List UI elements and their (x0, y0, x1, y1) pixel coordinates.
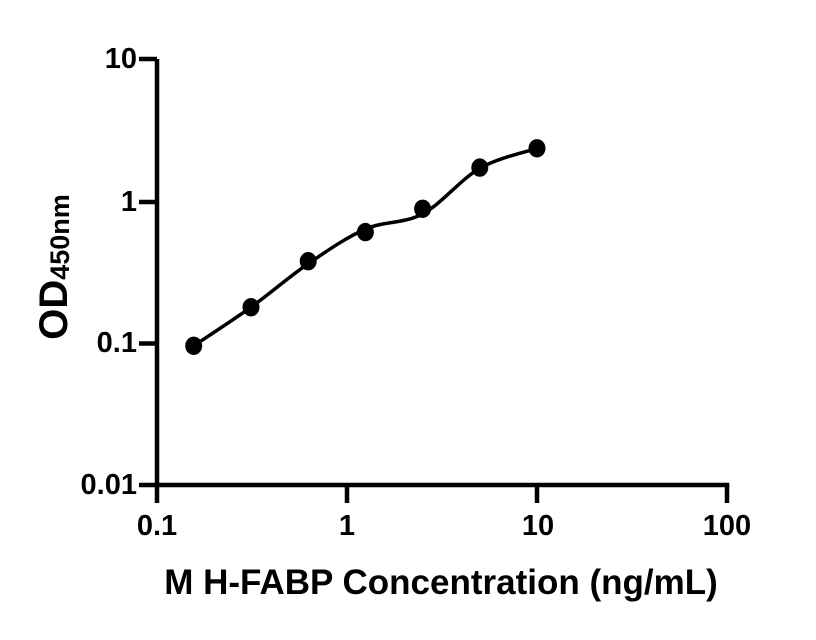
y-tick-label-1: 1 (120, 186, 137, 218)
x-tick-label-1: 1 (338, 510, 356, 542)
x-tick-label-10: 10 (521, 510, 555, 542)
x-tick-label-0.1: 0.1 (136, 510, 178, 542)
data-point (471, 158, 489, 177)
y-axis-title-subscript: 450nm (45, 194, 75, 280)
x-tick-label-100: 100 (702, 510, 752, 542)
data-point (414, 199, 432, 218)
y-tick-label-0.01: 0.01 (80, 469, 137, 501)
fit-curve-line (191, 146, 539, 348)
data-point (299, 252, 317, 271)
data-point (185, 336, 203, 355)
data-layer (185, 139, 546, 355)
data-point (242, 298, 260, 317)
y-tick-label-0.1: 0.1 (96, 327, 137, 359)
data-point (356, 222, 374, 242)
data-point (528, 139, 546, 158)
y-axis-title-main: OD (32, 279, 76, 340)
x-axis-title: M H-FABP Concentration (ng/mL) (164, 563, 718, 602)
y-axis-title: OD450nm (28, 167, 80, 367)
y-tick-label-10: 10 (104, 43, 137, 75)
